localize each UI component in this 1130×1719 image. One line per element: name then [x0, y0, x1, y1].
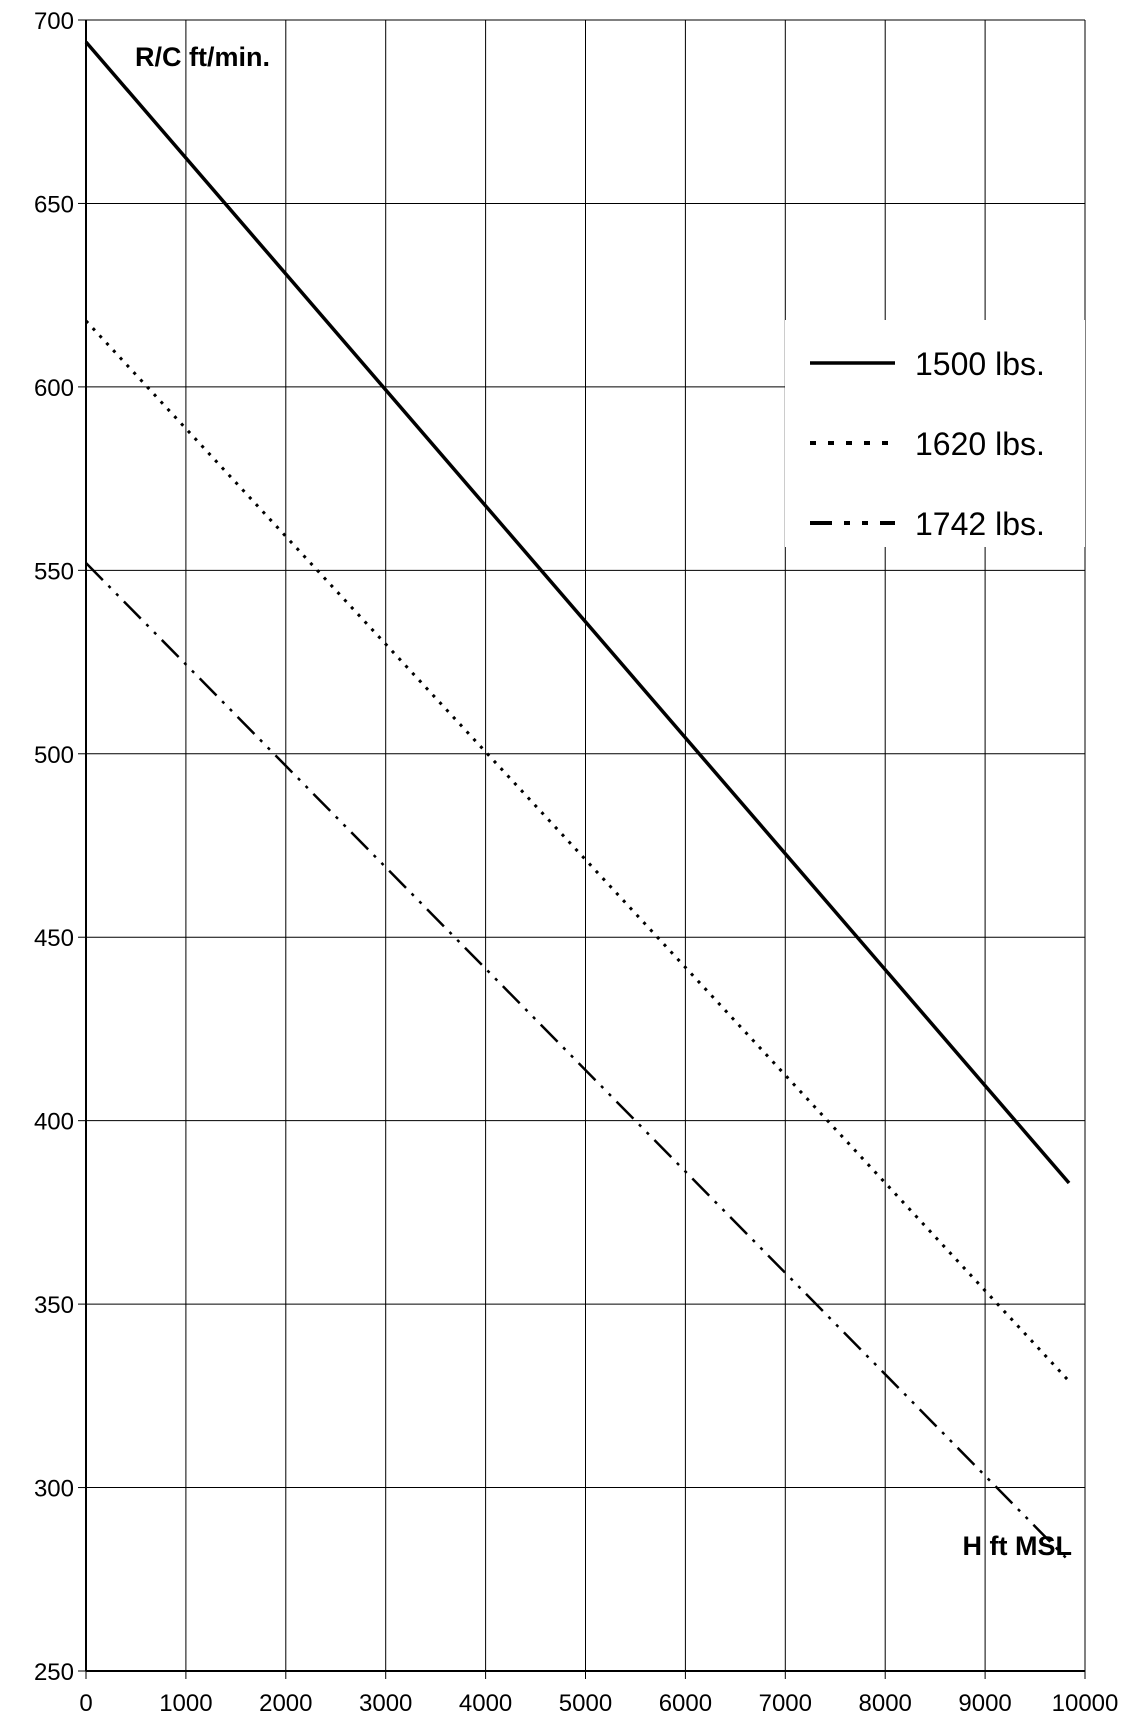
y-axis-title: R/C ft/min.	[135, 42, 270, 72]
x-tick-label: 4000	[459, 1690, 512, 1717]
series-line-2	[84, 319, 1071, 1383]
y-tick-label: 700	[34, 8, 74, 35]
y-tick-label: 500	[34, 742, 74, 769]
series-line-3	[85, 562, 1070, 1562]
x-tick-label: 0	[79, 1690, 92, 1717]
x-tick-label: 8000	[859, 1690, 912, 1717]
x-tick-label: 10000	[1052, 1690, 1119, 1717]
legend: 1500 lbs. 1620 lbs. 1742 lbs.	[785, 320, 1085, 547]
x-tick-label: 7000	[759, 1690, 812, 1717]
x-tick-label: 2000	[259, 1690, 312, 1717]
x-tick-label: 1000	[159, 1690, 212, 1717]
y-tick-label: 350	[34, 1292, 74, 1319]
x-axis-title: H ft MSL	[963, 1531, 1072, 1561]
legend-label-3: 1742 lbs.	[915, 506, 1045, 542]
y-tick-label: 400	[34, 1109, 74, 1136]
x-tick-label: 3000	[359, 1690, 412, 1717]
legend-label-2: 1620 lbs.	[915, 426, 1045, 462]
x-tick-label: 6000	[659, 1690, 712, 1717]
x-tick-label: 9000	[958, 1690, 1011, 1717]
y-tick-label: 650	[34, 191, 74, 218]
series-line-1	[84, 40, 1071, 1185]
legend-box	[785, 320, 1085, 547]
tick-labels: 0 1000 2000 3000 4000 5000 6000 7000 8000 9000 100…	[34, 8, 1118, 1717]
y-tick-label: 450	[34, 925, 74, 952]
y-tick-label: 250	[34, 1659, 74, 1686]
y-tick-label: 550	[34, 558, 74, 585]
series-lines	[84, 40, 1071, 1562]
y-tick-label: 600	[34, 375, 74, 402]
grid	[78, 19, 1086, 1679]
y-tick-label: 300	[34, 1476, 74, 1503]
x-tick-label: 5000	[559, 1690, 612, 1717]
legend-label-1: 1500 lbs.	[915, 346, 1045, 382]
